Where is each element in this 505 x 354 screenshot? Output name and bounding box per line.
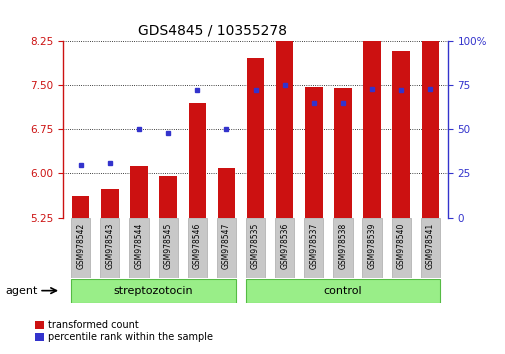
Text: GSM978542: GSM978542: [76, 223, 85, 269]
Text: GSM978538: GSM978538: [338, 223, 347, 269]
Bar: [159, 176, 177, 218]
Bar: [101, 189, 118, 218]
Text: GSM978541: GSM978541: [425, 223, 434, 269]
Bar: [100, 218, 119, 278]
Bar: [188, 103, 206, 218]
Bar: [333, 88, 351, 218]
Bar: [216, 218, 235, 278]
Bar: [333, 218, 352, 278]
Bar: [72, 196, 89, 218]
Bar: [392, 51, 409, 218]
Text: GSM978539: GSM978539: [367, 223, 376, 269]
Bar: [129, 218, 148, 278]
Text: control: control: [323, 286, 362, 296]
Bar: [420, 218, 439, 278]
Bar: [305, 87, 322, 218]
Text: GSM978537: GSM978537: [309, 223, 318, 269]
Text: streptozotocin: streptozotocin: [114, 286, 193, 296]
Text: GSM978545: GSM978545: [163, 223, 172, 269]
Bar: [187, 218, 207, 278]
Bar: [245, 218, 265, 278]
Bar: [158, 218, 177, 278]
Bar: [362, 218, 381, 278]
Text: GSM978546: GSM978546: [192, 223, 201, 269]
Text: GDS4845 / 10355278: GDS4845 / 10355278: [138, 23, 286, 37]
Bar: [246, 58, 264, 218]
Text: GSM978544: GSM978544: [134, 223, 143, 269]
Text: GSM978536: GSM978536: [280, 223, 288, 269]
Bar: [275, 21, 293, 218]
Bar: [391, 218, 410, 278]
Bar: [363, 29, 380, 218]
Bar: [130, 166, 147, 218]
Bar: [421, 13, 438, 218]
Text: GSM978547: GSM978547: [222, 223, 230, 269]
Bar: [71, 279, 235, 303]
Bar: [71, 218, 90, 278]
Bar: [304, 218, 323, 278]
Text: GSM978535: GSM978535: [250, 223, 260, 269]
Text: GSM978540: GSM978540: [396, 223, 405, 269]
Bar: [217, 167, 235, 218]
Bar: [245, 279, 439, 303]
Text: agent: agent: [5, 286, 37, 296]
Text: GSM978543: GSM978543: [105, 223, 114, 269]
Legend: transformed count, percentile rank within the sample: transformed count, percentile rank withi…: [35, 320, 213, 342]
Bar: [275, 218, 294, 278]
